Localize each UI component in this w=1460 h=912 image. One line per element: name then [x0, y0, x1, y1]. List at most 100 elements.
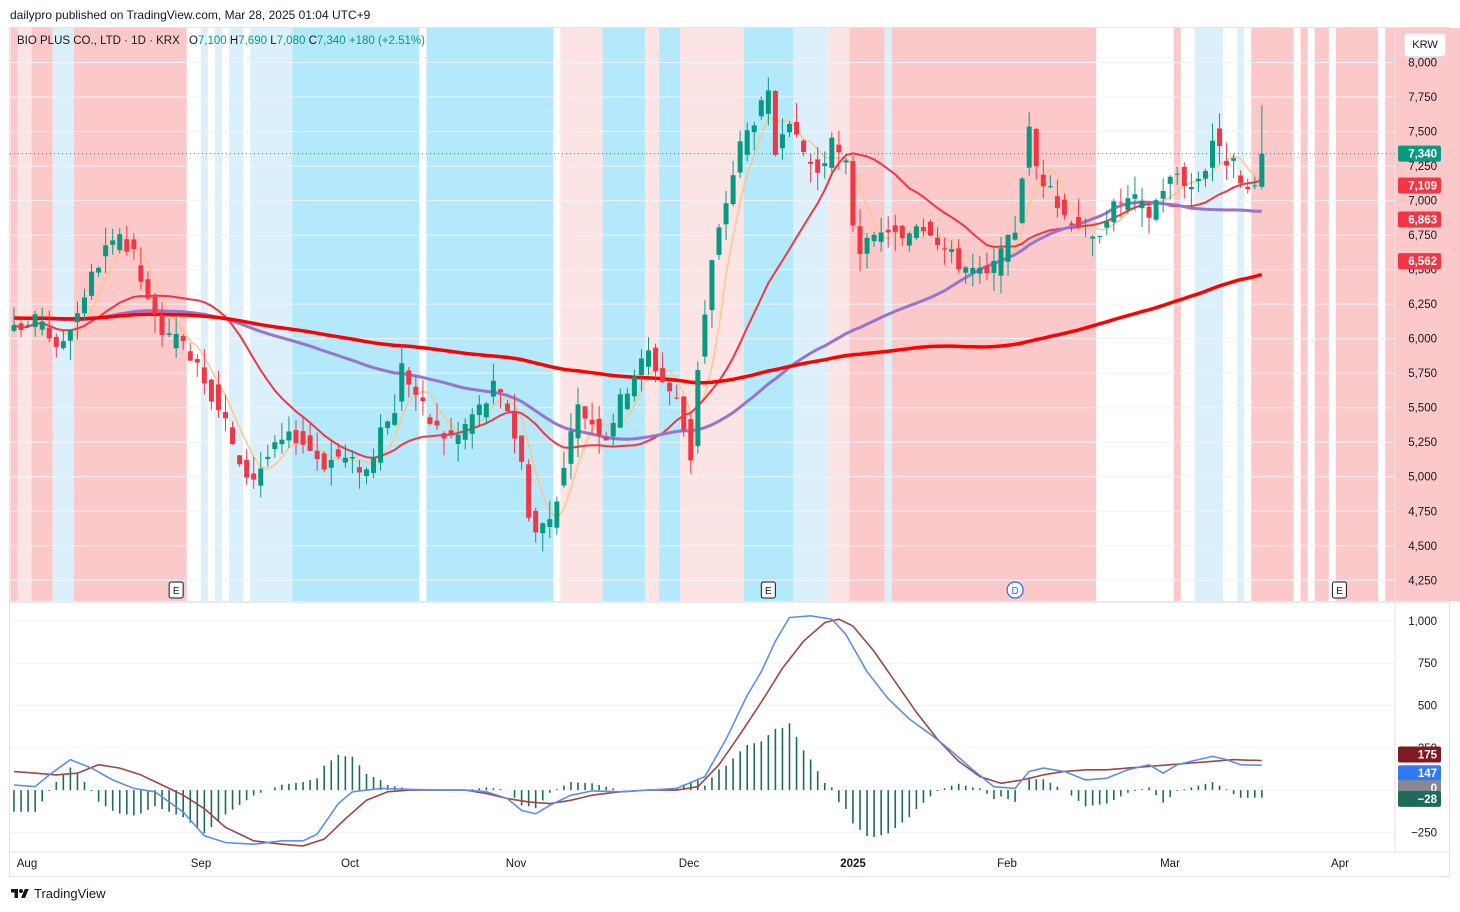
price-tick-label: 5,250 — [1408, 437, 1437, 449]
price-tick-label: 6,750 — [1408, 230, 1437, 242]
event-marker-label: D — [1011, 586, 1018, 597]
background-bands — [10, 28, 1460, 601]
candle-body — [307, 435, 313, 451]
candle-body — [420, 397, 426, 402]
macd-tick-label: −250 — [1411, 827, 1437, 839]
time-tick-label: Nov — [506, 858, 527, 870]
candle-body — [829, 137, 835, 168]
candle-body — [871, 234, 877, 242]
candle-body — [1090, 236, 1096, 239]
candle-body — [709, 260, 715, 311]
macd-badge: 0 — [1431, 783, 1437, 795]
price-tick-label: 5,500 — [1408, 403, 1437, 415]
moving-average-lines — [13, 116, 1263, 520]
moving-average-line — [13, 272, 1263, 385]
candle-body — [575, 404, 581, 439]
background-band — [426, 28, 554, 601]
candle-body — [998, 248, 1004, 276]
price-badge: 7,109 — [1408, 181, 1437, 193]
candle-body — [145, 279, 151, 299]
candle-body — [836, 144, 842, 153]
candle-body — [1019, 178, 1025, 224]
candle-body — [878, 232, 884, 242]
candle-body — [462, 423, 468, 440]
price-tick-label: 4,750 — [1408, 506, 1437, 518]
background-band — [828, 28, 850, 601]
candle-body — [850, 160, 856, 226]
background-band — [1314, 28, 1329, 601]
earnings-marker-icon — [760, 581, 776, 599]
grid — [10, 62, 1395, 581]
currency-button[interactable]: KRW — [1404, 33, 1446, 57]
background-band — [52, 28, 74, 601]
legend-symbol: BIO PLUS CO., LTD · 1D · KRX — [17, 35, 180, 47]
candle-body — [1153, 200, 1159, 220]
candle-body — [279, 439, 285, 445]
moving-average-line — [13, 152, 1263, 459]
candle-body — [1061, 199, 1067, 215]
candle-body — [356, 467, 362, 473]
background-band — [793, 28, 829, 601]
candle-body — [103, 245, 109, 257]
candle-body — [667, 382, 673, 392]
candle-body — [984, 265, 990, 274]
candle-body — [1188, 187, 1194, 190]
background-band — [666, 28, 681, 601]
candle-body — [977, 267, 983, 274]
candle-body — [653, 347, 659, 372]
candle-body — [899, 225, 905, 239]
price-badge-bg — [1398, 211, 1441, 228]
candle-body — [794, 121, 800, 135]
event-marker-label: E — [173, 586, 180, 597]
macd-line — [13, 614, 1262, 846]
candle-body — [864, 237, 870, 254]
candle-body — [808, 161, 814, 164]
candle-body — [646, 350, 651, 367]
candle-body — [702, 314, 708, 357]
candle-body — [483, 403, 489, 418]
candle-body — [1181, 166, 1187, 186]
candle-body — [554, 501, 560, 528]
candle-body — [638, 358, 644, 376]
candle-body — [194, 359, 200, 363]
price-axis: 4,250 4,500 4,750 5,000 5,250 5,500 5,750 6,000… — [1408, 58, 1437, 588]
background-band — [292, 28, 420, 601]
candle-body — [695, 370, 701, 447]
candle-body — [152, 296, 158, 314]
time-tick-label: 2025 — [840, 858, 866, 870]
candle-body — [392, 413, 398, 425]
candle-body — [603, 437, 609, 441]
candle-body — [201, 367, 207, 384]
candle-body — [1231, 158, 1237, 161]
candle-body — [448, 430, 454, 435]
candle-body — [349, 457, 355, 459]
candle-body — [286, 431, 292, 441]
candle-body — [1160, 190, 1166, 199]
candle-body — [187, 351, 193, 361]
candle-body — [314, 450, 320, 460]
candle-body — [1047, 186, 1053, 188]
candle-body — [60, 341, 66, 349]
candle-body — [25, 324, 31, 326]
candle-body — [1217, 128, 1223, 146]
candle-body — [505, 403, 510, 412]
candle-body — [1111, 201, 1117, 223]
price-tick-label: 7,250 — [1408, 161, 1437, 173]
time-tick-label: Sep — [191, 858, 211, 870]
candle-body — [674, 397, 680, 399]
price-badge-bg — [1398, 145, 1441, 162]
candle-body — [208, 379, 214, 402]
background-band — [229, 28, 244, 601]
price-tick-label: 5,000 — [1408, 472, 1437, 484]
candle-body — [1139, 201, 1145, 209]
macd-badge-bg — [1398, 746, 1441, 763]
background-band — [1335, 28, 1379, 601]
candle-body — [787, 123, 792, 133]
candle-body — [765, 90, 771, 114]
macd-badge: −28 — [1417, 794, 1437, 806]
candle-body — [46, 327, 52, 339]
candle-body — [469, 414, 475, 434]
macd-signal-line — [13, 618, 1262, 847]
candle-body — [730, 175, 736, 205]
